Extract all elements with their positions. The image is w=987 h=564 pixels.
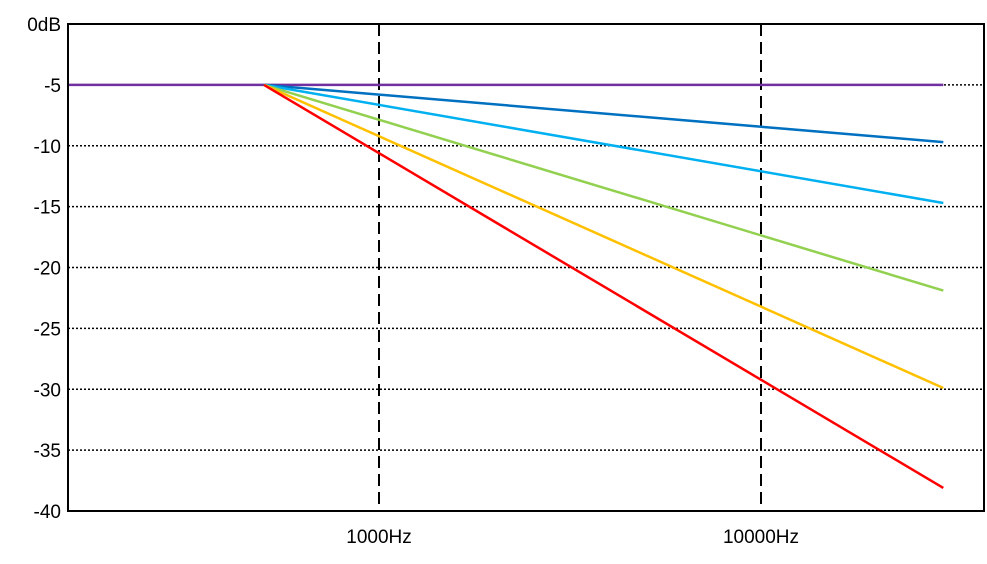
y-tick-label: -40 (34, 502, 61, 523)
grid-layer (68, 24, 984, 511)
y-tick-label: -35 (34, 441, 61, 462)
y-tick-label: -25 (34, 319, 61, 340)
series-layer (68, 83, 944, 489)
x-tick-label: 1000Hz (346, 527, 412, 548)
y-tick-label: -5 (44, 76, 61, 97)
series-line-6 (263, 83, 944, 489)
series-line-3 (263, 83, 944, 205)
label-layer: 0dB -5 -10 -15 -20 -25 -30 -35 -40 1000Hz 10000Hz (27, 15, 799, 548)
series-line-5 (263, 83, 944, 390)
x-tick-label: 10000Hz (723, 527, 799, 548)
series-line-2 (263, 83, 944, 144)
y-tick-label: -20 (34, 259, 61, 280)
series-line-4 (263, 83, 944, 292)
y-tick-label: -10 (34, 137, 61, 158)
plot-frame (67, 23, 985, 512)
y-tick-label: -30 (34, 380, 61, 401)
y-tick-label: 0dB (27, 15, 61, 36)
y-tick-label: -15 (34, 198, 61, 219)
